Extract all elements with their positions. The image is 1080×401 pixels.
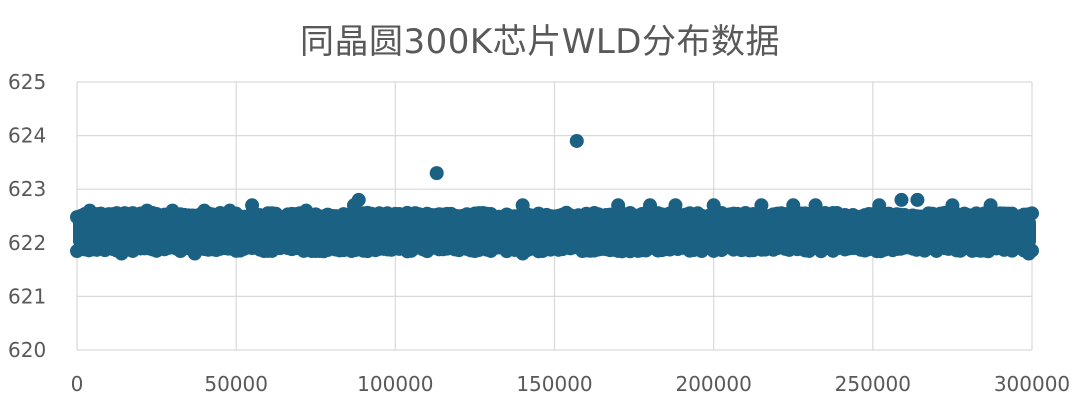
data-point [515, 198, 530, 213]
data-point [706, 198, 721, 213]
x-tick-label: 100000 [357, 372, 433, 396]
data-point [1025, 206, 1039, 221]
data-point [738, 241, 753, 256]
data-point [945, 198, 960, 213]
y-tick-label: 620 [8, 338, 46, 362]
data-point [187, 246, 202, 261]
data-point [346, 198, 361, 213]
data-point [299, 203, 314, 218]
data-point [786, 198, 801, 213]
x-tick-label: 200000 [675, 372, 751, 396]
y-tick-label: 623 [8, 177, 46, 201]
data-point [668, 198, 683, 213]
chart-title: 同晶圆300K芯片WLD分布数据 [300, 22, 780, 62]
dense-data-band [70, 205, 1039, 259]
data-point [910, 192, 925, 207]
data-point [267, 241, 282, 256]
data-point [429, 166, 444, 181]
data-point [849, 241, 864, 256]
data-point [894, 192, 909, 207]
data-point [197, 203, 212, 218]
data-point [929, 241, 944, 256]
x-tick-label: 50000 [204, 372, 268, 396]
data-point [569, 133, 584, 148]
data-point [754, 198, 769, 213]
y-tick-label: 622 [8, 231, 46, 255]
data-point [515, 246, 530, 261]
x-tick-label: 300000 [994, 372, 1070, 396]
data-point [872, 198, 887, 213]
data-point [808, 198, 823, 213]
x-tick-label: 250000 [835, 372, 911, 396]
x-tick-label: 0 [71, 372, 84, 396]
y-tick-label: 625 [8, 70, 46, 94]
data-point [165, 203, 180, 218]
x-tick-label: 150000 [516, 372, 592, 396]
data-point [611, 198, 626, 213]
data-point [114, 246, 129, 261]
y-tick-label: 621 [8, 284, 46, 308]
data-point [595, 241, 610, 256]
data-point [1021, 246, 1036, 261]
data-point [140, 203, 155, 218]
axes: 620 621 622 623 624 625 0 50000 100000 150000 2000… [8, 70, 1070, 396]
y-tick-label: 624 [8, 124, 46, 148]
data-point [82, 203, 97, 218]
data-point [222, 203, 237, 218]
data-point [420, 241, 435, 256]
data-points [82, 133, 1036, 261]
data-point [983, 198, 998, 213]
data-point [245, 198, 260, 213]
data-point [643, 198, 657, 213]
dense-band-fill [73, 216, 1036, 249]
